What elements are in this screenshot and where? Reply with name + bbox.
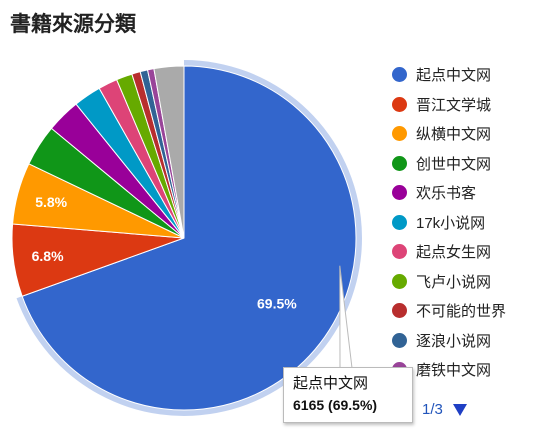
legend-label: 纵横中文网 <box>416 126 492 144</box>
legend-label: 磨铁中文网 <box>416 362 492 380</box>
legend-label: 不可能的世界 <box>416 303 507 321</box>
slice-value-label: 6.8% <box>32 248 64 264</box>
legend-label: 起点女生网 <box>416 244 492 262</box>
legend-swatch <box>392 244 407 260</box>
legend: 起点中文网晋江文学城纵横中文网创世中文网欢乐书客 17k小说网 起点女生网飞卢小说网… <box>392 60 547 385</box>
legend-label: 起点中文网 <box>416 67 492 85</box>
legend-label: 晋江文学城 <box>416 96 492 114</box>
legend-label: 创世中文网 <box>416 155 492 173</box>
legend-swatch <box>392 67 407 83</box>
slice-value-label: 69.5% <box>257 295 297 311</box>
legend-swatch <box>392 185 407 201</box>
chart-title: 書籍來源分類 <box>10 12 136 36</box>
legend-item[interactable]: 起点女生网 <box>392 237 547 267</box>
legend-item[interactable]: 创世中文网 <box>392 149 547 179</box>
legend-swatch <box>392 214 407 230</box>
legend-swatch <box>392 155 407 171</box>
legend-item[interactable]: 17k小说网 <box>392 208 547 238</box>
legend-swatch <box>392 332 407 348</box>
legend-label: 飞卢小说网 <box>416 273 492 291</box>
slice-起点中文网[interactable] <box>21 65 357 411</box>
legend-item[interactable]: 起点中文网 <box>392 60 547 90</box>
slice-value-label: 5.8% <box>35 194 67 210</box>
legend-item[interactable]: 飞卢小说网 <box>392 267 547 297</box>
legend-label: 欢乐书客 <box>416 185 477 203</box>
legend-label: 逐浪小说网 <box>416 332 492 350</box>
legend-swatch <box>392 126 407 142</box>
legend-swatch <box>392 303 407 319</box>
triangle-down-icon[interactable] <box>452 403 467 416</box>
legend-item[interactable]: 磨铁中文网 <box>392 355 547 385</box>
legend-item[interactable]: 不可能的世界 <box>392 296 547 326</box>
slice-其他[interactable] <box>153 65 185 239</box>
legend-label: 17k小说网 <box>416 214 486 232</box>
tooltip-value: 6165 (69.5%) <box>293 397 378 413</box>
legend-swatch <box>392 273 407 289</box>
legend-item[interactable]: 纵横中文网 <box>392 119 547 149</box>
legend-item[interactable]: 晋江文学城 <box>392 90 547 120</box>
legend-page-indicator: 1/3 <box>422 401 443 418</box>
legend-item[interactable]: 逐浪小说网 <box>392 326 547 356</box>
tooltip-name: 起点中文网 <box>293 375 369 392</box>
legend-item[interactable]: 欢乐书客 <box>392 178 547 208</box>
legend-pager: 1/3 <box>422 401 467 418</box>
legend-swatch <box>392 96 407 112</box>
slice-tooltip: 起点中文网 6165 (69.5%) <box>283 367 413 423</box>
